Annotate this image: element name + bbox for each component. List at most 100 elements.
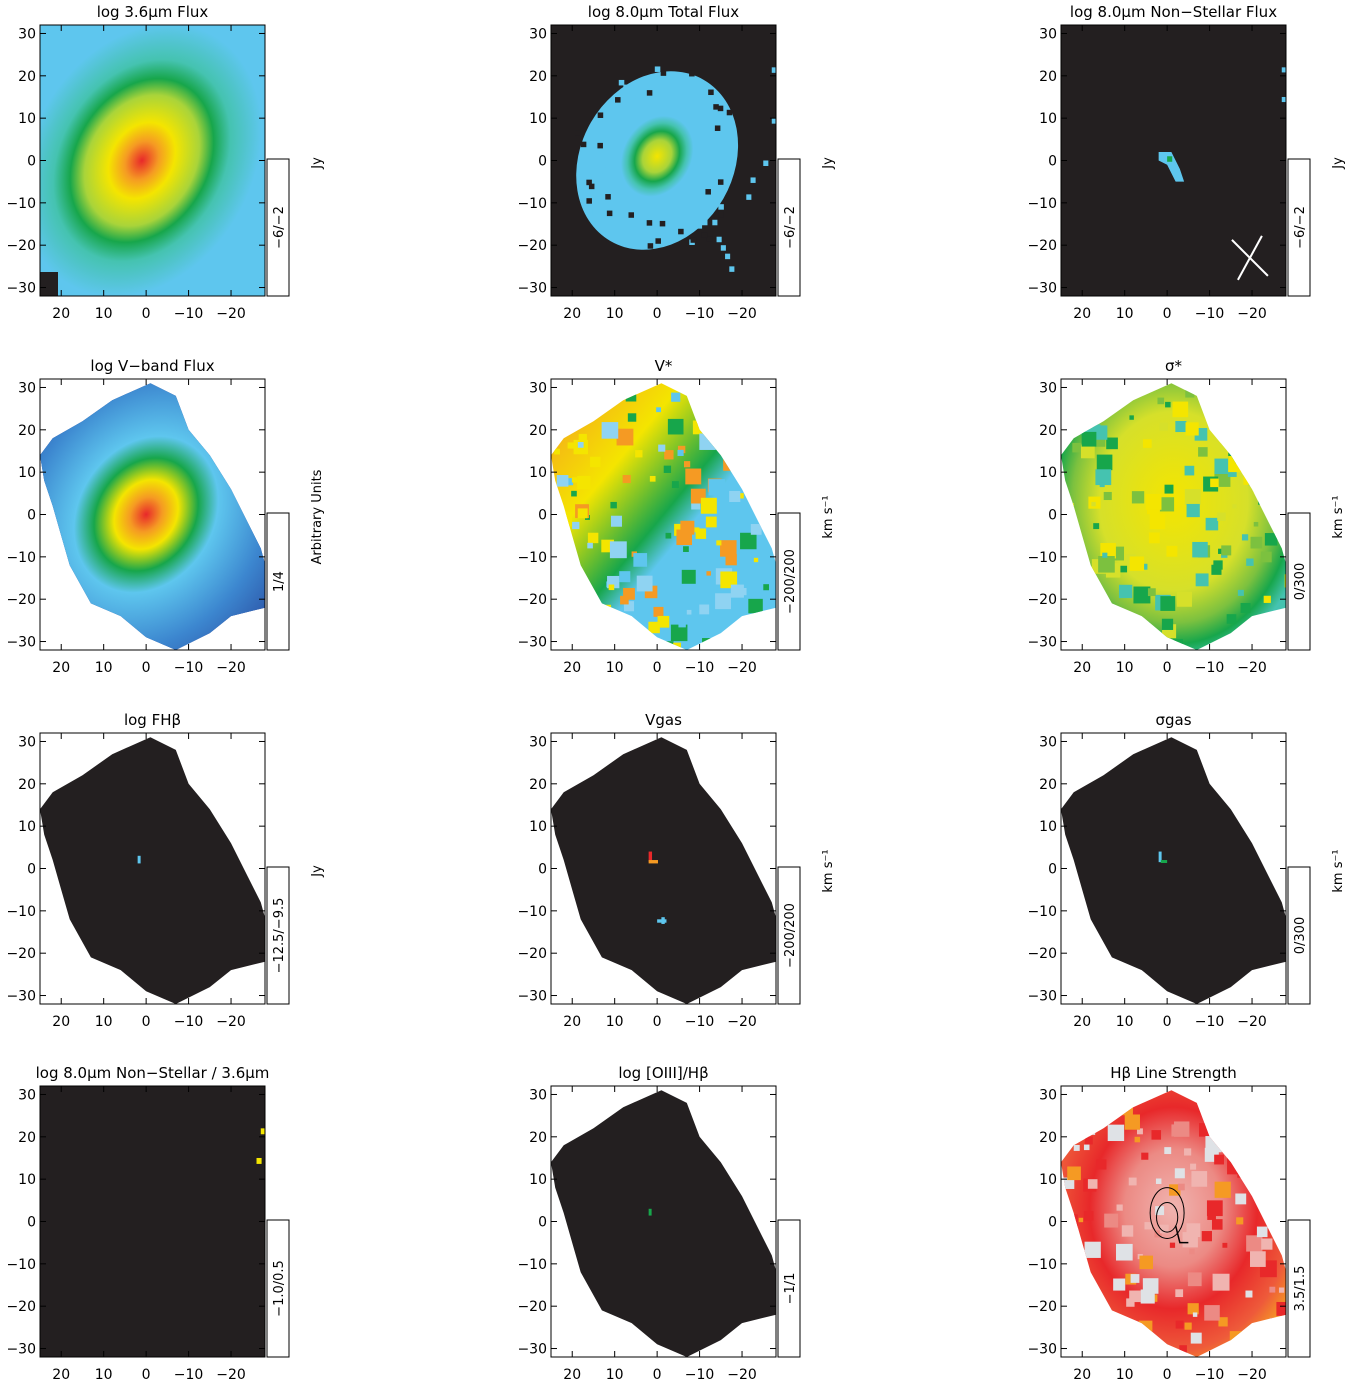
- y-tick-label: 0: [27, 154, 36, 170]
- y-tick-label: 20: [529, 423, 547, 439]
- pixel-mark: [1187, 1303, 1199, 1315]
- map-panel: log FHβ 20 10 0 −10 −20 30 20 10 0 −10 −20 −30 −12.5/…: [6, 711, 325, 1030]
- pixel-mark: [701, 219, 708, 226]
- x-tick-label: 20: [52, 1367, 70, 1383]
- colorbar-range-label: −12.5/−9.5: [272, 898, 287, 974]
- contour-line: [1174, 1225, 1189, 1244]
- pixel-mark: [713, 97, 719, 103]
- pixel-mark: [597, 112, 604, 118]
- pixel-mark: [619, 571, 631, 583]
- x-tick-label: 20: [1073, 660, 1091, 676]
- y-tick-label: −30: [6, 281, 36, 297]
- y-tick-label: 0: [27, 508, 36, 524]
- pixel-mark: [610, 501, 617, 509]
- pixel-mark: [1148, 532, 1160, 544]
- unit-label: Arbitrary Units: [310, 469, 325, 564]
- pixel-mark: [699, 604, 710, 615]
- x-tick-label: −10: [174, 306, 204, 322]
- pixel-mark: [623, 601, 635, 612]
- pixel-mark: [1155, 1178, 1162, 1184]
- pixel-mark: [1276, 1301, 1286, 1316]
- pixel-mark: [750, 177, 756, 183]
- pixel-mark: [718, 211, 724, 218]
- pixel-mark: [1171, 1124, 1184, 1137]
- y-tick-label: 30: [529, 734, 547, 750]
- y-tick-label: 10: [18, 465, 36, 481]
- pixel-mark: [712, 614, 722, 625]
- pixel-mark: [690, 237, 697, 243]
- y-tick-label: −10: [1027, 1257, 1057, 1273]
- pixel-mark: [1130, 1274, 1140, 1283]
- pixel-mark: [577, 441, 584, 448]
- pixel-mark: [629, 106, 635, 113]
- pixel-mark: [1184, 1322, 1192, 1330]
- pixel-mark: [1120, 565, 1128, 573]
- pixel-mark: [686, 609, 692, 615]
- pixel-mark: [1159, 1224, 1169, 1234]
- pixel-mark: [1269, 1286, 1276, 1293]
- x-tick-label: −20: [216, 306, 246, 322]
- pixel-mark: [1133, 586, 1151, 604]
- y-tick-label: 30: [18, 380, 36, 396]
- panel-title: log 8.0μm Total Flux: [588, 3, 740, 21]
- pixel-mark: [712, 219, 718, 226]
- pixel-mark: [620, 595, 629, 605]
- x-tick-label: 20: [563, 306, 581, 322]
- y-tick-label: 10: [529, 111, 547, 127]
- pixel-mark: [567, 442, 574, 449]
- pixel-mark: [1103, 491, 1112, 501]
- pixel-mark: [1113, 1278, 1126, 1291]
- colorbar-range-label: −200/200: [783, 549, 798, 614]
- x-tick-label: −20: [727, 1367, 757, 1383]
- pixel-mark: [577, 475, 591, 490]
- x-tick-label: 20: [563, 660, 581, 676]
- pixel-mark: [629, 93, 636, 99]
- x-tick-label: 0: [142, 1014, 151, 1030]
- pixel-mark: [1098, 556, 1115, 573]
- map-image: [551, 733, 776, 1004]
- map-background: [40, 1086, 265, 1357]
- pixel-mark: [1175, 1289, 1184, 1298]
- pixel-mark: [1136, 1128, 1143, 1135]
- pixel-mark: [1207, 1211, 1216, 1220]
- y-tick-label: 0: [27, 1215, 36, 1231]
- map-panel: Vgas 20 10 0 −10 −20 30 20 10 0 −10 −20 −30 −200/200 k…: [517, 711, 836, 1030]
- pixel-mark: [678, 620, 686, 628]
- map-panel: log [OIII]/Hβ 20 10 0 −10 −20 30 20 10 0 −10 −20 −30…: [517, 1064, 801, 1383]
- map-panel: σ* 20 10 0 −10 −20 30 20 10 0 −10 −20 −30 0/300 km s⁻¹: [1027, 357, 1346, 676]
- pixel-mark: [635, 93, 641, 99]
- x-tick-label: 0: [142, 1367, 151, 1383]
- pixel-mark: [1198, 447, 1208, 457]
- pixel-mark: [1142, 439, 1152, 448]
- pixel-mark: [648, 1208, 652, 1216]
- pixel-mark: [1161, 618, 1174, 630]
- y-tick-label: 10: [1039, 819, 1057, 835]
- x-tick-label: 20: [563, 1014, 581, 1030]
- y-tick-label: −10: [517, 196, 547, 212]
- pixel-mark: [1140, 1289, 1155, 1304]
- y-tick-label: −10: [6, 196, 36, 212]
- pixel-mark: [1149, 513, 1166, 530]
- pixel-mark: [603, 105, 609, 111]
- x-tick-label: 0: [653, 660, 662, 676]
- pixel-mark: [670, 624, 688, 642]
- x-tick-label: −10: [174, 660, 204, 676]
- pixel-mark: [596, 218, 603, 225]
- pixel-mark: [1083, 1144, 1090, 1151]
- colorbar-box: [777, 512, 801, 651]
- pixel-mark: [1195, 573, 1209, 587]
- pixel-mark: [713, 104, 719, 110]
- map-image: [551, 1086, 776, 1357]
- colorbar-range-label: 0/300: [1293, 563, 1308, 600]
- pixel-mark: [1165, 401, 1171, 408]
- pixel-mark: [618, 79, 625, 86]
- x-tick-label: −10: [685, 660, 715, 676]
- pixel-mark: [1185, 422, 1199, 436]
- pixel-mark: [661, 917, 665, 924]
- y-tick-label: −10: [6, 904, 36, 920]
- y-tick-label: 20: [1039, 69, 1057, 85]
- pixel-mark: [1182, 1232, 1198, 1248]
- pixel-mark: [726, 109, 733, 116]
- y-tick-label: −30: [517, 635, 547, 651]
- map-image: [1061, 25, 1286, 296]
